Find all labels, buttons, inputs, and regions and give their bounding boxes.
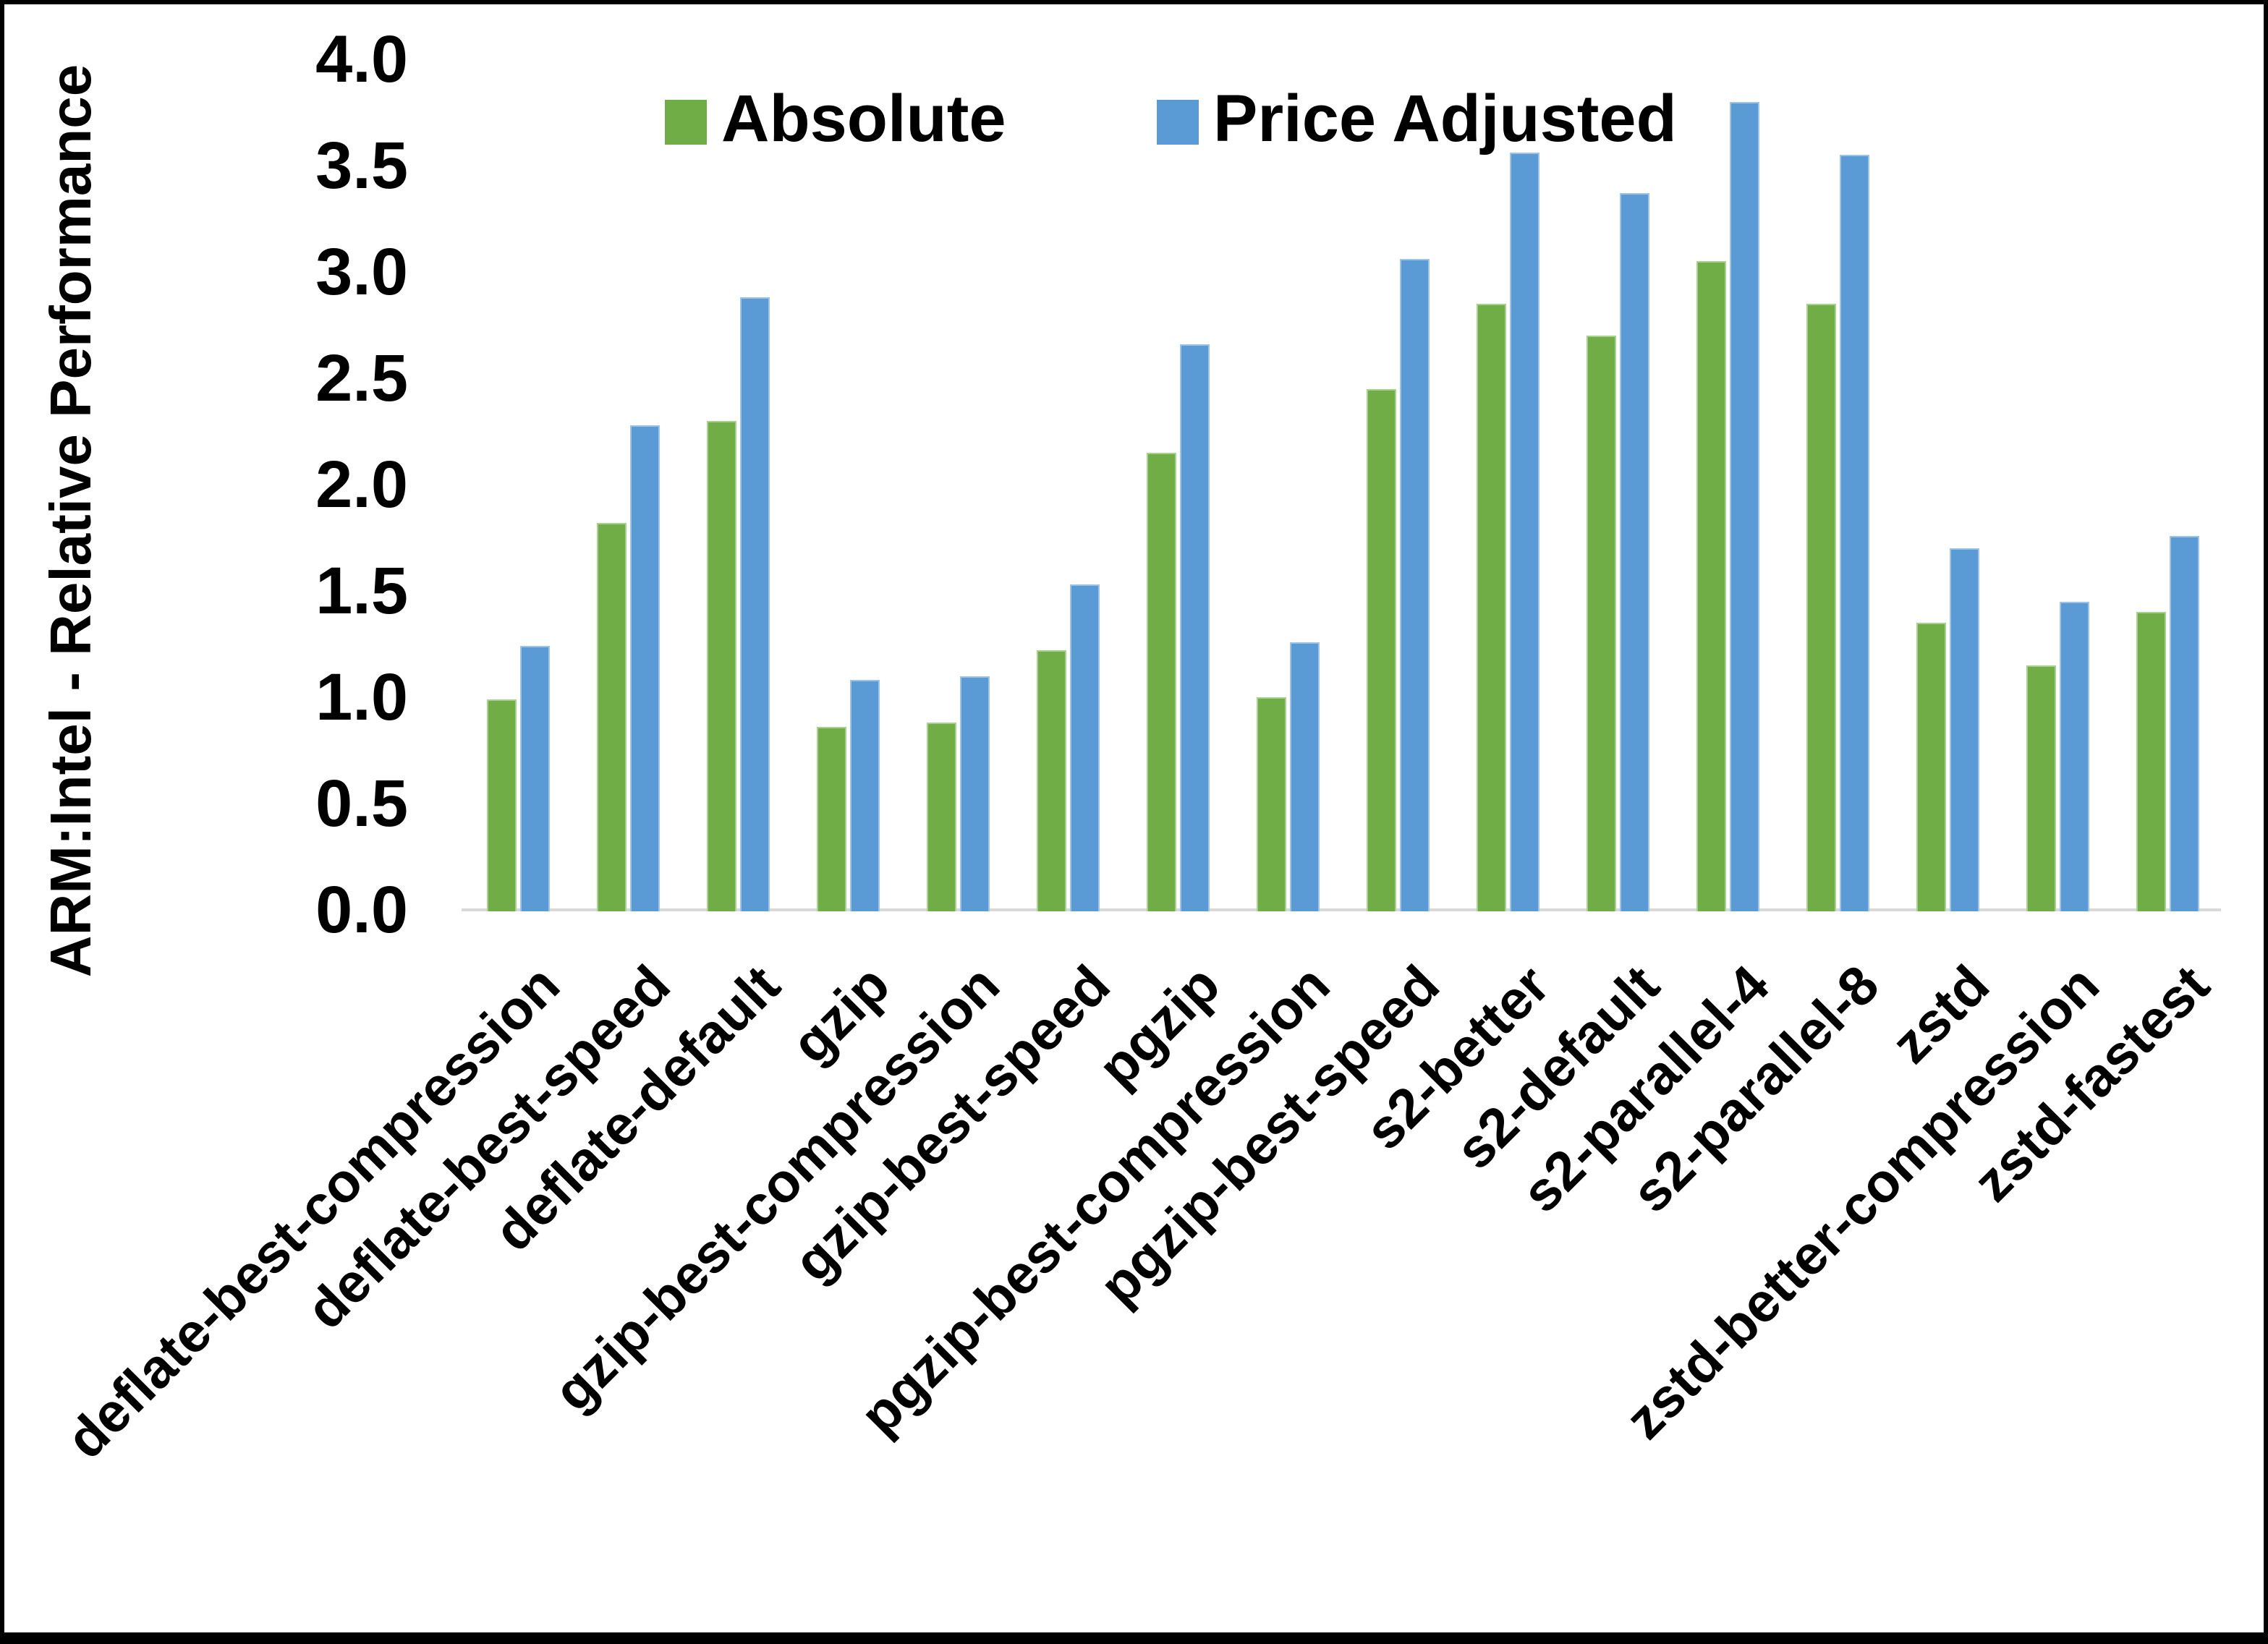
y-tick-label: 3.5 <box>315 129 408 203</box>
bar-absolute-zstd-fastest <box>2136 612 2166 911</box>
bar-absolute-deflate-best-speed <box>597 522 627 911</box>
bar-absolute-s2-parallel-4 <box>1696 261 1726 911</box>
y-axis-title: ARM:Intel - Relative Performance <box>38 64 103 978</box>
bar-price-adjusted-gzip <box>850 680 880 911</box>
bar-price-adjusted-zstd <box>1950 548 1979 911</box>
bar-price-adjusted-gzip-best-compression <box>960 676 990 911</box>
bar-absolute-gzip-best-speed <box>1037 650 1066 911</box>
bar-price-adjusted-deflate-best-speed <box>630 425 660 911</box>
bar-price-adjusted-s2-default <box>1620 193 1649 911</box>
bar-absolute-zstd-better-compression <box>2026 665 2056 911</box>
legend-label-price-adjusted: Price Adjusted <box>1213 82 1677 156</box>
legend-label-absolute: Absolute <box>721 82 1006 156</box>
y-tick-label: 0.5 <box>315 767 408 840</box>
bar-price-adjusted-s2-parallel-4 <box>1730 101 1759 911</box>
bar-absolute-zstd <box>1916 623 1946 911</box>
bar-price-adjusted-pgzip-best-speed <box>1400 259 1430 911</box>
bar-absolute-pgzip-best-compression <box>1257 697 1286 911</box>
y-tick-label: 1.0 <box>315 660 408 734</box>
bar-price-adjusted-s2-parallel-8 <box>1840 155 1869 911</box>
bar-price-adjusted-pgzip <box>1180 344 1210 911</box>
bar-absolute-deflate-best-compression <box>487 699 517 911</box>
bar-price-adjusted-pgzip-best-compression <box>1290 642 1320 911</box>
bar-price-adjusted-deflate-best-compression <box>520 646 550 911</box>
legend-swatch-price-adjusted-icon <box>1157 100 1199 145</box>
bar-absolute-gzip-best-compression <box>927 723 956 911</box>
bar-price-adjusted-deflate-default <box>740 297 770 911</box>
y-tick-label: 4.0 <box>315 22 408 96</box>
x-axis-line <box>462 908 2221 911</box>
y-tick-label: 3.0 <box>315 235 408 309</box>
y-tick-label: 1.5 <box>315 554 408 628</box>
bar-absolute-pgzip <box>1147 452 1176 911</box>
y-tick-label: 0.0 <box>315 873 408 947</box>
bar-price-adjusted-gzip-best-speed <box>1070 584 1100 911</box>
bar-absolute-pgzip-best-speed <box>1367 388 1396 911</box>
bar-absolute-gzip <box>817 727 846 911</box>
bar-absolute-deflate-default <box>707 420 736 911</box>
bar-absolute-s2-better <box>1477 304 1506 911</box>
legend-swatch-absolute-icon <box>665 100 707 145</box>
y-tick-label: 2.0 <box>315 448 408 521</box>
bar-absolute-s2-parallel-8 <box>1806 304 1836 911</box>
bar-price-adjusted-s2-better <box>1510 153 1539 911</box>
y-tick-label: 2.5 <box>315 341 408 415</box>
bar-price-adjusted-zstd-fastest <box>2170 535 2199 911</box>
bar-absolute-s2-default <box>1587 336 1616 911</box>
bar-price-adjusted-zstd-better-compression <box>2060 601 2089 911</box>
